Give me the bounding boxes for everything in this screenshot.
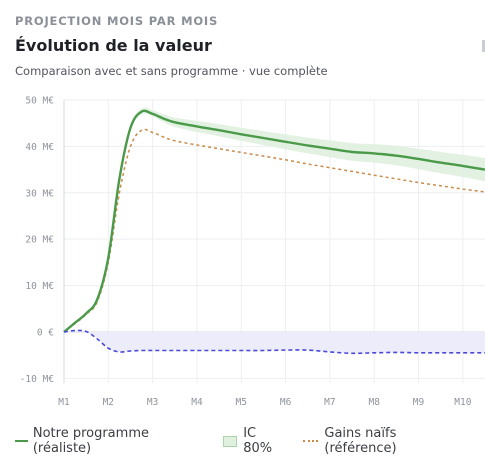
chart-svg: 50 M€ 40 M€ 30 M€ 20 M€ 10 M€ 0 € -10 M€ M1 M2 M3…	[20, 96, 485, 408]
chart-legend: Notre programme (réaliste) IC 80% Gains …	[15, 426, 485, 456]
legend-label-naive: Gains naïfs (référence)	[324, 426, 397, 456]
legend-swatch-ci	[223, 435, 238, 447]
chart-subtitle: Comparaison avec et sans programme · vue…	[15, 64, 328, 78]
x-tick-label: M8	[368, 397, 380, 408]
y-tick-label: 50 M€	[25, 96, 54, 107]
legend-swatch-realistic	[15, 440, 28, 442]
x-tick-label: M4	[191, 397, 203, 408]
x-tick-label: M5	[236, 397, 247, 408]
y-tick-label: 30 M€	[25, 188, 54, 199]
reference-area	[64, 330, 485, 354]
legend-label-ci: IC 80%	[243, 426, 273, 456]
legend-swatch-naive	[302, 440, 319, 442]
legend-item-ci: IC 80%	[223, 426, 288, 456]
reference-series-line	[63, 329, 485, 355]
x-tick-label: M3	[147, 397, 158, 408]
x-tick-label: M1	[58, 397, 70, 408]
realistic-series-line	[63, 109, 485, 333]
x-tick-label: M6	[280, 397, 292, 408]
legend-label-realistic: Notre programme (réaliste)	[32, 426, 149, 456]
y-tick-label: 0 €	[37, 327, 54, 338]
y-tick-label: -10 M€	[20, 374, 54, 385]
x-tick-label: M10	[454, 397, 471, 408]
x-tick-label: M9	[413, 397, 425, 408]
legend-item-naive: Gains naïfs (référence)	[302, 426, 471, 456]
x-tick-label: M2	[103, 397, 114, 408]
chart-eyebrow: PROJECTION MOIS PAR MOIS	[15, 14, 219, 28]
y-tick-label: 20 M€	[25, 235, 54, 246]
legend-item-realistic: Notre programme (réaliste)	[15, 426, 209, 456]
x-tick-label: M7	[324, 397, 335, 408]
y-tick-label: 40 M€	[25, 142, 54, 153]
chart-title: Évolution de la valeur	[15, 36, 212, 55]
y-tick-label: 10 M€	[25, 281, 54, 292]
scroll-indicator	[482, 40, 485, 52]
